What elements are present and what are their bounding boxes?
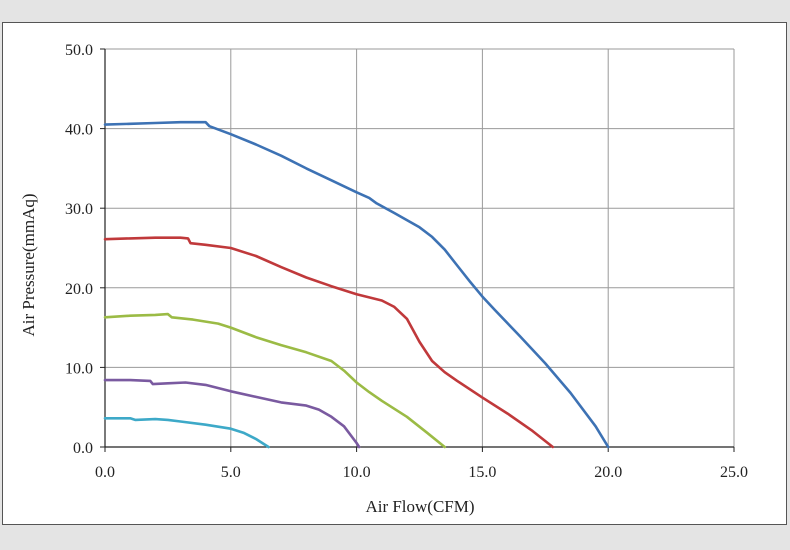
label-layer: 0.0 5.0 10.0 15.0 20.0 25.0 0.0 10.0 20.0 30.0 40.… xyxy=(65,42,748,481)
series-line-2 xyxy=(103,236,555,449)
x-tick-label: 25.0 xyxy=(720,464,748,481)
y-tick-label: 40.0 xyxy=(65,122,93,139)
grid-layer xyxy=(105,48,735,447)
y-tick-label: 10.0 xyxy=(65,360,93,377)
x-axis-title: Air Flow(CFM) xyxy=(365,497,474,516)
x-tick-label: 20.0 xyxy=(594,464,622,481)
chart-panel: 0.0 5.0 10.0 15.0 20.0 25.0 0.0 10.0 20.0 30.0 40.… xyxy=(2,22,787,525)
series-line-3 xyxy=(103,312,446,449)
x-tick-label: 15.0 xyxy=(468,464,496,481)
series-layer xyxy=(103,120,610,449)
y-tick-label: 50.0 xyxy=(65,42,93,59)
y-tick-label: 0.0 xyxy=(73,440,93,457)
series-line-1 xyxy=(103,120,610,449)
x-tick-label: 5.0 xyxy=(221,464,241,481)
axes-layer xyxy=(100,48,735,452)
x-tick-label: 0.0 xyxy=(95,464,115,481)
x-tick-label: 10.0 xyxy=(343,464,371,481)
series-line-4 xyxy=(103,378,361,449)
y-tick-label: 30.0 xyxy=(65,201,93,218)
y-tick-label: 20.0 xyxy=(65,281,93,298)
chart-svg: 0.0 5.0 10.0 15.0 20.0 25.0 0.0 10.0 20.0 30.0 40.… xyxy=(19,42,748,516)
y-axis-title: Air Pressure(mmAq) xyxy=(19,193,38,336)
series-line-5 xyxy=(103,417,270,449)
